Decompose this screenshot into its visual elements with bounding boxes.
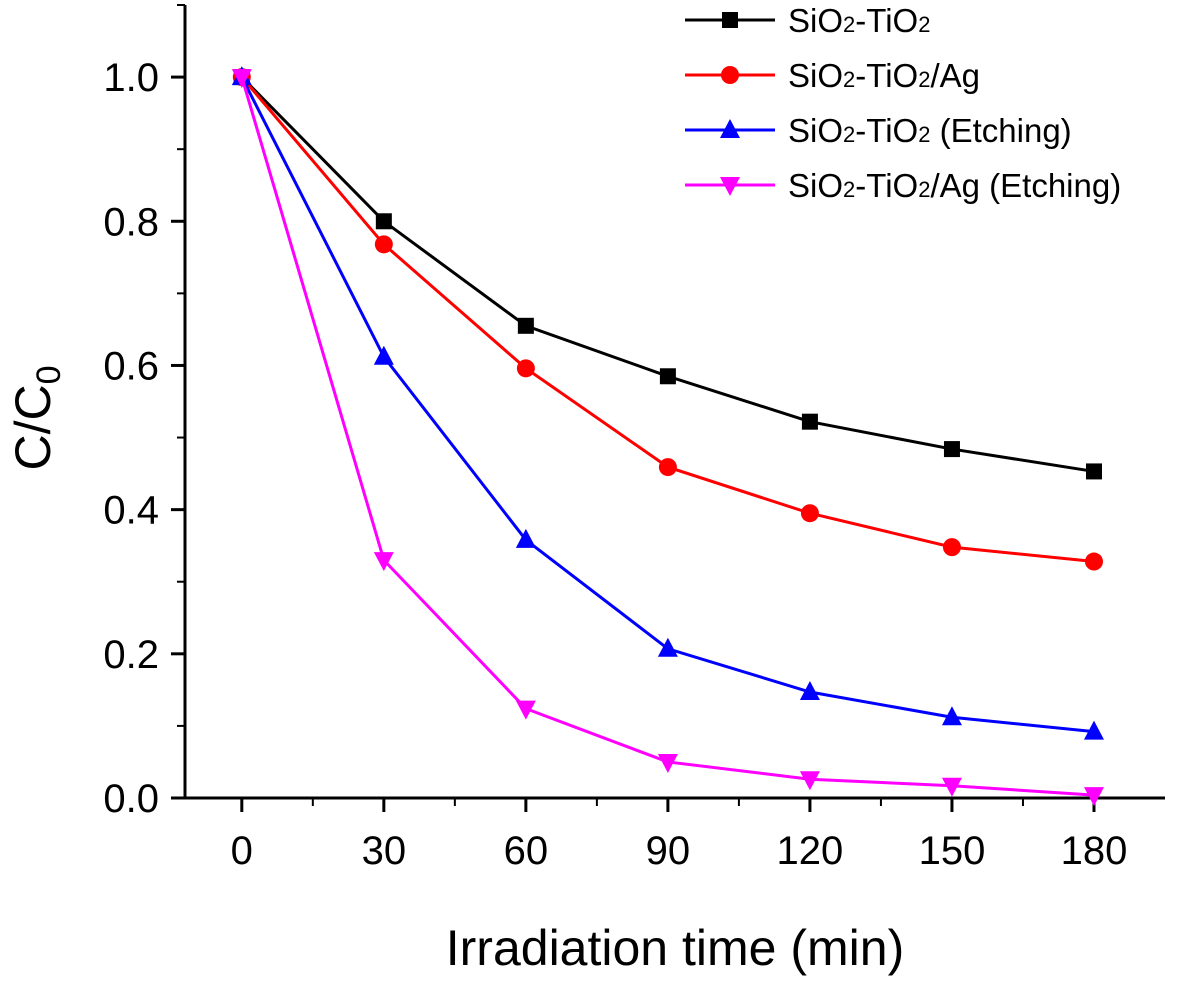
y-tick-label: 0.8 (103, 200, 159, 244)
legend: SiO2-TiO2 SiO2-TiO2/Ag SiO2-TiO2 (Etching)… (685, 2, 1121, 204)
y-tick-label: 1.0 (103, 56, 159, 100)
x-tick-label: 180 (1061, 829, 1128, 873)
data-point (518, 318, 534, 334)
legend-label: SiO2-TiO2 (Etching) (788, 112, 1072, 149)
data-point (801, 504, 819, 522)
x-axis-title: Irradiation time (min) (446, 920, 904, 976)
x-tick-label: 90 (646, 829, 691, 873)
y-axis-title: C/C0 (5, 365, 68, 470)
x-tick-label: 30 (362, 829, 407, 873)
data-point (659, 458, 677, 476)
y-tick-label: 0.6 (103, 344, 159, 388)
y-tick-label: 0.4 (103, 489, 159, 533)
legend-entry: SiO2-TiO2 (Etching) (685, 112, 1072, 149)
legend-entry: SiO2-TiO2/Ag (685, 57, 980, 94)
data-point (1085, 553, 1103, 571)
legend-entry: SiO2-TiO2/Ag (Etching) (685, 167, 1121, 204)
x-tick-label: 150 (919, 829, 986, 873)
data-point (658, 638, 678, 657)
data-point (517, 359, 535, 377)
x-tick-label: 60 (504, 829, 549, 873)
y-axis-title-subscript: 0 (30, 365, 68, 384)
y-axis-title-main: C/C (5, 384, 61, 470)
legend-entry: SiO2-TiO2 (685, 2, 930, 39)
y-tick-label: 0.0 (103, 777, 159, 821)
data-point (376, 213, 392, 229)
legend-label: SiO2-TiO2/Ag (Etching) (788, 167, 1121, 204)
data-point (943, 538, 961, 556)
x-tick-label: 120 (777, 829, 844, 873)
data-point (660, 368, 676, 384)
series-line (242, 77, 1094, 561)
legend-marker (721, 66, 739, 84)
data-point (375, 235, 393, 253)
data-point (944, 441, 960, 457)
data-point (374, 346, 394, 365)
x-tick-label: 0 (231, 829, 253, 873)
legend-label: SiO2-TiO2/Ag (788, 57, 980, 94)
y-tick-label: 0.2 (103, 633, 159, 677)
line-chart: 0 30 60 90 120 150 180 0.0 0.2 0.4 0.6 0.8 1.0 SiO2-… (0, 0, 1181, 981)
legend-label: SiO2-TiO2 (788, 2, 930, 39)
legend-marker (722, 12, 738, 28)
data-point (802, 414, 818, 430)
data-point (1086, 463, 1102, 479)
